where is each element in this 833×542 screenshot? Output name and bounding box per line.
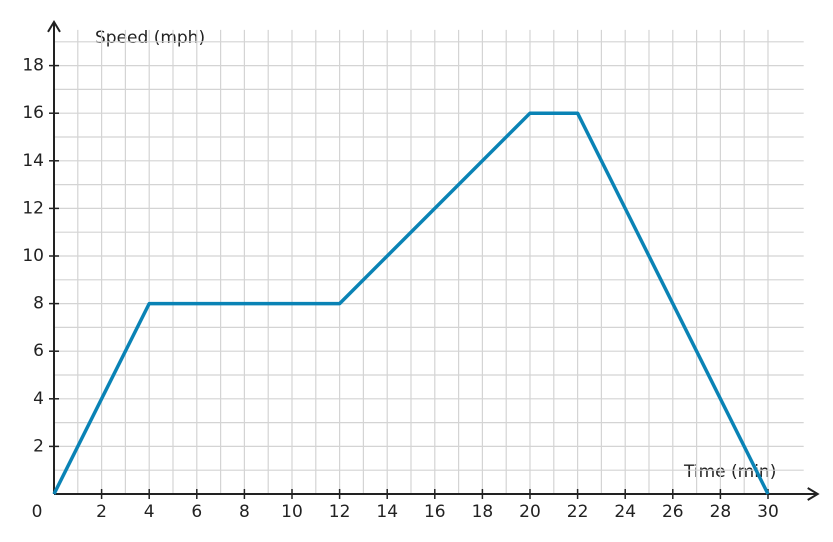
x-tick-label: 18 — [472, 502, 494, 522]
y-tick-label: 12 — [22, 198, 44, 218]
x-tick-label: 4 — [144, 502, 155, 522]
x-tick-label: 8 — [239, 502, 250, 522]
y-axis-arrow — [47, 19, 61, 33]
y-tick-label: 2 — [33, 436, 44, 456]
y-tick-label: 6 — [33, 341, 44, 361]
y-tick-label: 14 — [22, 151, 44, 171]
x-tick-label: 16 — [424, 502, 446, 522]
x-tick-label: 24 — [614, 502, 636, 522]
y-tick-label: 18 — [22, 56, 44, 76]
x-tick-label: 6 — [191, 502, 202, 522]
x-tick-label: 22 — [567, 502, 589, 522]
x-tick-label: 0 — [32, 502, 43, 522]
x-tick-label: 10 — [281, 502, 303, 522]
y-tick-label: 10 — [22, 246, 44, 266]
y-axis-label: Speed (mph) — [95, 28, 205, 48]
x-axis-arrow — [807, 487, 820, 501]
x-tick-label: 20 — [519, 502, 541, 522]
y-tick-label: 16 — [22, 103, 44, 123]
x-tick-label: 14 — [376, 502, 398, 522]
x-tick-label: 28 — [710, 502, 732, 522]
x-tick-label: 30 — [757, 502, 779, 522]
x-tick-label: 12 — [329, 502, 351, 522]
data-line — [52, 111, 770, 495]
x-tick-label: 26 — [662, 502, 684, 522]
y-tick-label: 8 — [33, 294, 44, 314]
y-tick-label: 4 — [33, 389, 44, 409]
x-tick-label: 2 — [96, 502, 107, 522]
